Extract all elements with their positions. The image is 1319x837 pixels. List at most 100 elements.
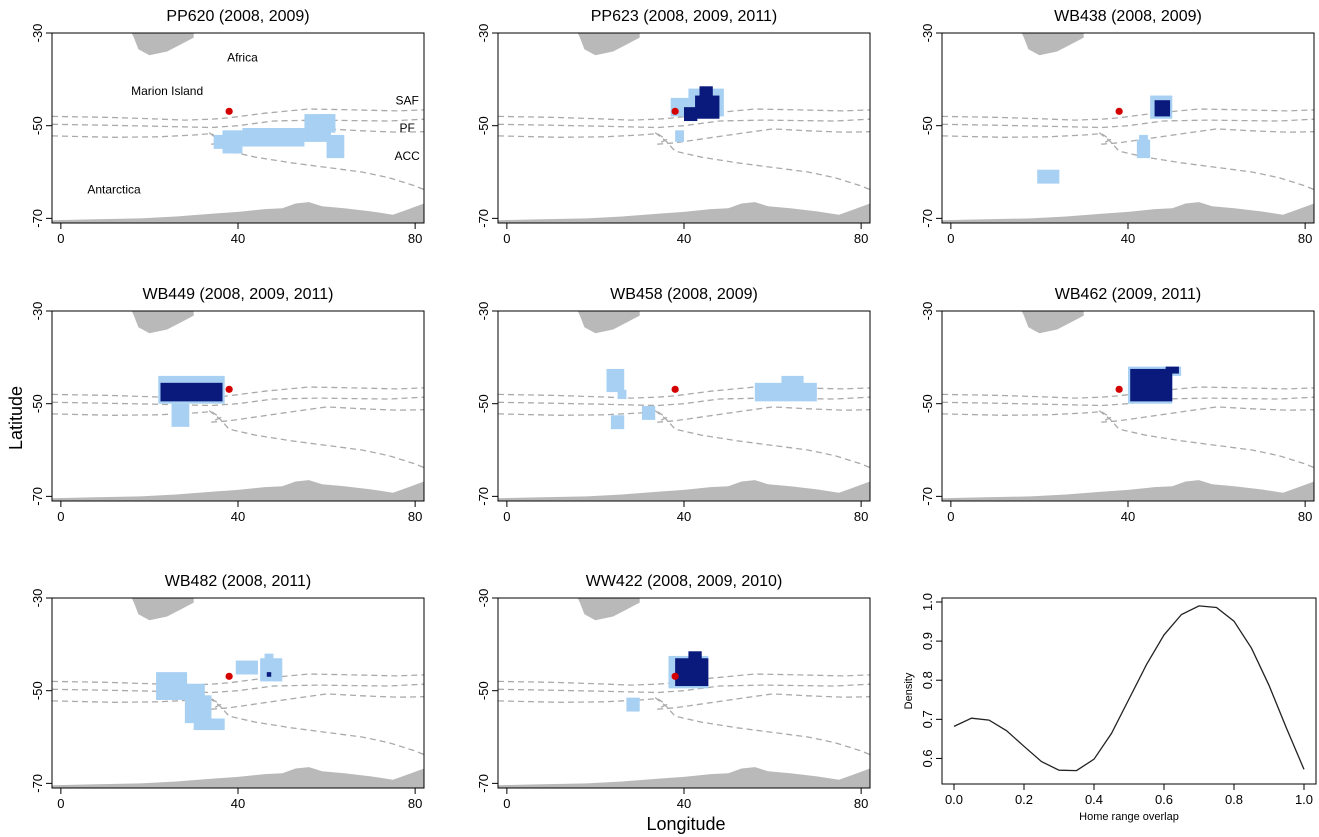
home-range-cell	[260, 658, 283, 682]
core-range-cell	[1165, 366, 1179, 374]
density-panel: 0.0 0.2 0.4 0.6 0.8 1.0 0.6 0.7 0.8 0.9 1.0 Home ra…	[903, 593, 1317, 823]
y-tick-label: -30	[920, 24, 935, 43]
front-line	[52, 673, 424, 686]
x-tick-label: 0.0	[945, 792, 963, 807]
saf-label: SAF	[395, 93, 418, 107]
panel-title: WB438 (2008, 2009)	[1054, 8, 1202, 25]
figure-y-axis-title: Latitude	[6, 386, 26, 450]
panel-title: PP620 (2008, 2009)	[166, 8, 309, 25]
x-tick-label: 0	[57, 796, 64, 811]
home-range-cell	[264, 653, 274, 663]
y-tick-label: -70	[476, 774, 491, 793]
home-range-cell	[173, 683, 205, 698]
x-tick-label: 0.2	[1015, 792, 1033, 807]
home-range-cell	[754, 382, 817, 402]
y-tick-label: -30	[920, 302, 935, 321]
x-tick-label: 0	[503, 231, 510, 246]
antarctica-landmass	[52, 480, 424, 501]
density-y-axis-title: Density	[903, 672, 915, 709]
y-tick-label: -70	[476, 487, 491, 506]
y-tick-label: -70	[30, 209, 45, 228]
home-range-cell	[326, 134, 345, 159]
ocean-background	[942, 33, 1314, 223]
front-line	[942, 396, 1314, 407]
front-line	[208, 697, 424, 756]
front-line	[498, 683, 870, 694]
core-range-cell	[688, 651, 702, 661]
x-tick-label: 80	[408, 509, 422, 524]
panel-title: WB458 (2008, 2009)	[610, 286, 758, 303]
y-tick-label: 0.9	[920, 632, 935, 650]
front-line	[1098, 410, 1314, 469]
y-tick-label: -30	[30, 589, 45, 608]
map-panel: WB458 (2008, 2009) 0 40 80 -30 -50 -70	[476, 286, 871, 524]
x-tick-label: 80	[408, 796, 422, 811]
africa-landmass	[131, 33, 194, 56]
x-tick-label: 80	[854, 509, 868, 524]
map-area	[942, 311, 1314, 501]
y-tick-label: -50	[476, 394, 491, 413]
front-line	[1098, 132, 1314, 191]
x-tick-label: 80	[408, 231, 422, 246]
home-range-cell	[626, 697, 640, 712]
x-tick-label: 0	[503, 509, 510, 524]
core-range-cell	[1130, 368, 1173, 402]
y-tick-label: -70	[920, 209, 935, 228]
front-line	[498, 108, 870, 121]
ocean-background	[942, 311, 1314, 501]
x-tick-label: 40	[231, 796, 245, 811]
x-tick-label: 40	[231, 231, 245, 246]
marion-island-marker	[225, 672, 233, 680]
marion-island-marker	[1115, 107, 1123, 115]
panel-title: WB449 (2008, 2009, 2011)	[143, 286, 334, 303]
y-tick-label: -30	[476, 589, 491, 608]
front-line	[498, 118, 870, 129]
x-tick-label: 0.4	[1085, 792, 1103, 807]
antarctica-landmass	[498, 767, 870, 788]
map-area	[498, 598, 870, 788]
marion-island-marker	[671, 107, 679, 115]
x-tick-label: 40	[1121, 231, 1135, 246]
core-range-cell	[1154, 100, 1171, 117]
home-range-cell	[249, 662, 258, 673]
front-line	[52, 396, 424, 407]
marion-island-marker	[1115, 385, 1123, 393]
front-line	[498, 693, 870, 710]
map-panel: PP620 (2008, 2009) 0 40 80 -30 -50 -70 Africa Ma…	[30, 8, 425, 246]
x-tick-label: 0.8	[1225, 792, 1243, 807]
front-line	[942, 118, 1314, 129]
x-tick-label: 0	[947, 509, 954, 524]
y-tick-label: 0.6	[920, 749, 935, 767]
home-range-cell	[242, 128, 305, 147]
density-curve	[953, 605, 1305, 772]
home-range-cell	[184, 695, 212, 724]
y-tick-label: 0.7	[920, 710, 935, 728]
core-range-cell	[699, 86, 713, 101]
y-tick-label: -70	[476, 209, 491, 228]
home-range-cell	[213, 134, 225, 149]
y-tick-label: -50	[30, 394, 45, 413]
front-line	[52, 128, 424, 145]
x-tick-label: 80	[854, 796, 868, 811]
antarctica-landmass	[498, 480, 870, 501]
panel-title: WB462 (2009, 2011)	[1055, 286, 1201, 303]
home-range-cell	[1037, 169, 1060, 184]
front-line	[942, 128, 1314, 145]
marion-island-marker	[671, 672, 679, 680]
front-line	[654, 410, 870, 469]
acc-label: ACC	[394, 149, 420, 163]
y-tick-label: -50	[920, 394, 935, 413]
panel-title: WB482 (2008, 2011)	[165, 573, 311, 590]
y-tick-label: -50	[920, 116, 935, 135]
x-tick-label: 40	[231, 509, 245, 524]
home-range-cell	[617, 389, 627, 400]
y-tick-label: -50	[30, 681, 45, 700]
front-line	[942, 406, 1314, 423]
map-panel: WW422 (2008, 2009, 2010) 0 40 80 -30 -50 -70	[476, 573, 871, 811]
front-line	[208, 410, 424, 469]
y-tick-label: 0.8	[920, 671, 935, 689]
x-tick-label: 0.6	[1155, 792, 1173, 807]
home-range-cell	[610, 415, 625, 430]
core-range-cell	[684, 107, 698, 122]
